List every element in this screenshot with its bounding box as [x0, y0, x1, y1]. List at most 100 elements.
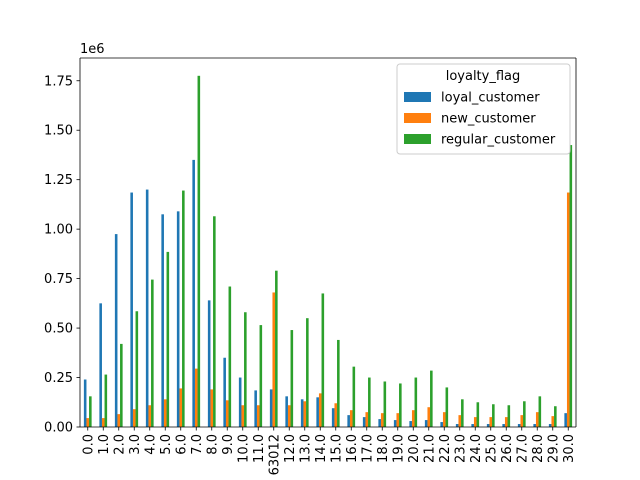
x-tick-label: 0.0: [81, 434, 96, 455]
x-tick-label: 17.0: [360, 434, 375, 463]
bar-regular_customer-7.0: [197, 75, 201, 427]
bar-regular_customer-20.0: [414, 377, 418, 427]
bar-regular_customer-14.0: [321, 293, 325, 427]
legend-label-regular_customer: regular_customer: [441, 133, 556, 148]
bar-regular_customer-29.0: [554, 406, 557, 427]
bar-new_customer-21.0: [427, 407, 431, 427]
bar-new_customer-26.0: [504, 417, 508, 427]
bar-loyal_customer-15.0: [331, 408, 335, 427]
bar-new_customer-6.0: [179, 388, 183, 427]
x-tick-label: 13.0: [298, 434, 313, 463]
bar-loyal_customer-18.0: [378, 419, 381, 427]
bar-new_customer-18.0: [380, 413, 384, 427]
bar-new_customer-9.0: [225, 400, 229, 427]
bar-loyal_customer-6.0: [176, 211, 180, 427]
bar-loyal_customer-2.0: [114, 234, 118, 427]
x-tick-label: 29.0: [546, 434, 561, 463]
bar-regular_customer-8.0: [213, 216, 216, 427]
bar-loyal_customer-9.0: [223, 357, 226, 427]
axes-layer: 0.00 0.25 0.50 0.75 1.00 1.25 1.50 1.75 0.0 1.0 2.…: [44, 57, 577, 475]
x-tick-label: 26.0: [500, 434, 515, 463]
bar-regular_customer-3.0: [135, 311, 139, 427]
bar-regular_customer-6.0: [182, 190, 185, 427]
bar-loyal_customer-11.0: [254, 390, 257, 427]
x-tick-label: 15.0: [329, 434, 344, 463]
bar-regular_customer-27.0: [523, 401, 526, 427]
bar-loyal_customer-63012: [269, 389, 273, 427]
bar-new_customer-1.0: [101, 418, 105, 427]
x-tick-label: 10.0: [236, 434, 251, 463]
y-tick-label: 1.50: [44, 124, 73, 139]
y-tick-label: 0.75: [44, 272, 73, 287]
bar-regular_customer-22.0: [445, 387, 449, 427]
bar-regular_customer-21.0: [430, 370, 433, 427]
bar-loyal_customer-13.0: [300, 399, 304, 427]
bar-loyal_customer-0.0: [83, 379, 87, 427]
bar-new_customer-24.0: [473, 417, 477, 427]
x-tick-label: 22.0: [438, 434, 453, 463]
bar-loyal_customer-12.0: [285, 396, 288, 427]
bar-regular_customer-18.0: [383, 381, 387, 427]
legend-swatch-regular_customer: [404, 134, 431, 144]
bar-loyal_customer-17.0: [362, 417, 366, 427]
bar-regular_customer-0.0: [89, 396, 92, 427]
x-tick-label: 11.0: [252, 434, 267, 463]
x-tick-label: 2.0: [112, 434, 127, 455]
x-tick-label: 25.0: [484, 434, 499, 463]
bar-loyal_customer-21.0: [424, 420, 428, 427]
bar-regular_customer-13.0: [306, 318, 309, 427]
x-tick-label: 3.0: [128, 434, 143, 455]
legend-label-new_customer: new_customer: [441, 112, 536, 127]
x-tick-label: 12.0: [283, 434, 298, 463]
y-tick-label: 0.00: [44, 421, 73, 436]
bar-loyal_customer-22.0: [440, 422, 443, 427]
x-tick-label: 1.0: [97, 434, 112, 455]
x-tick-label: 30.0: [562, 434, 577, 463]
bar-loyal_customer-5.0: [161, 214, 164, 427]
bar-regular_customer-30.0: [569, 145, 573, 427]
bar-regular_customer-16.0: [352, 366, 356, 427]
bar-new_customer-8.0: [210, 389, 214, 427]
legend-swatch-loyal_customer: [404, 92, 431, 102]
bar-new_customer-20.0: [411, 410, 415, 427]
bar-new_customer-27.0: [520, 415, 524, 427]
x-tick-label: 5.0: [159, 434, 174, 455]
x-tick-label: 14.0: [314, 434, 329, 463]
bar-new_customer-14.0: [318, 393, 322, 427]
x-tick-label: 24.0: [469, 434, 484, 463]
bar-loyal_customer-8.0: [207, 300, 211, 427]
bar-loyal_customer-27.0: [517, 424, 521, 427]
bar-loyal_customer-30.0: [564, 413, 567, 427]
bar-loyal_customer-7.0: [192, 159, 195, 427]
bar-loyal_customer-19.0: [393, 420, 397, 427]
bar-loyal_customer-23.0: [455, 424, 459, 427]
bar-regular_customer-17.0: [368, 377, 371, 427]
bar-new_customer-2.0: [117, 414, 121, 427]
bar-new_customer-29.0: [551, 416, 555, 427]
bar-loyal_customer-28.0: [533, 424, 536, 427]
x-tick-label: 19.0: [391, 434, 406, 463]
x-tick-label: 28.0: [531, 434, 546, 463]
bar-loyal_customer-16.0: [347, 415, 350, 427]
x-tick-label: 8.0: [205, 434, 220, 455]
bar-loyal_customer-25.0: [486, 424, 490, 427]
bar-loyal_customer-24.0: [471, 424, 474, 427]
y-tick-label: 0.50: [44, 322, 73, 337]
bar-new_customer-4.0: [148, 405, 152, 427]
bar-regular_customer-63012: [275, 270, 278, 427]
bar-new_customer-5.0: [163, 399, 167, 427]
bar-loyal_customer-14.0: [316, 397, 319, 427]
bar-regular_customer-15.0: [337, 339, 340, 427]
bar-regular_customer-23.0: [461, 399, 464, 427]
bar-new_customer-30.0: [566, 192, 570, 427]
bar-new_customer-28.0: [535, 412, 539, 427]
y-tick-label: 0.25: [44, 371, 73, 386]
x-tick-label: 7.0: [190, 434, 205, 455]
bar-regular_customer-25.0: [492, 404, 495, 427]
bar-regular_customer-12.0: [290, 330, 294, 427]
bar-loyal_customer-26.0: [502, 424, 505, 427]
x-tick-label: 23.0: [453, 434, 468, 463]
bar-regular_customer-10.0: [244, 312, 247, 427]
bar-regular_customer-11.0: [259, 325, 263, 427]
bar-new_customer-0.0: [86, 418, 90, 427]
